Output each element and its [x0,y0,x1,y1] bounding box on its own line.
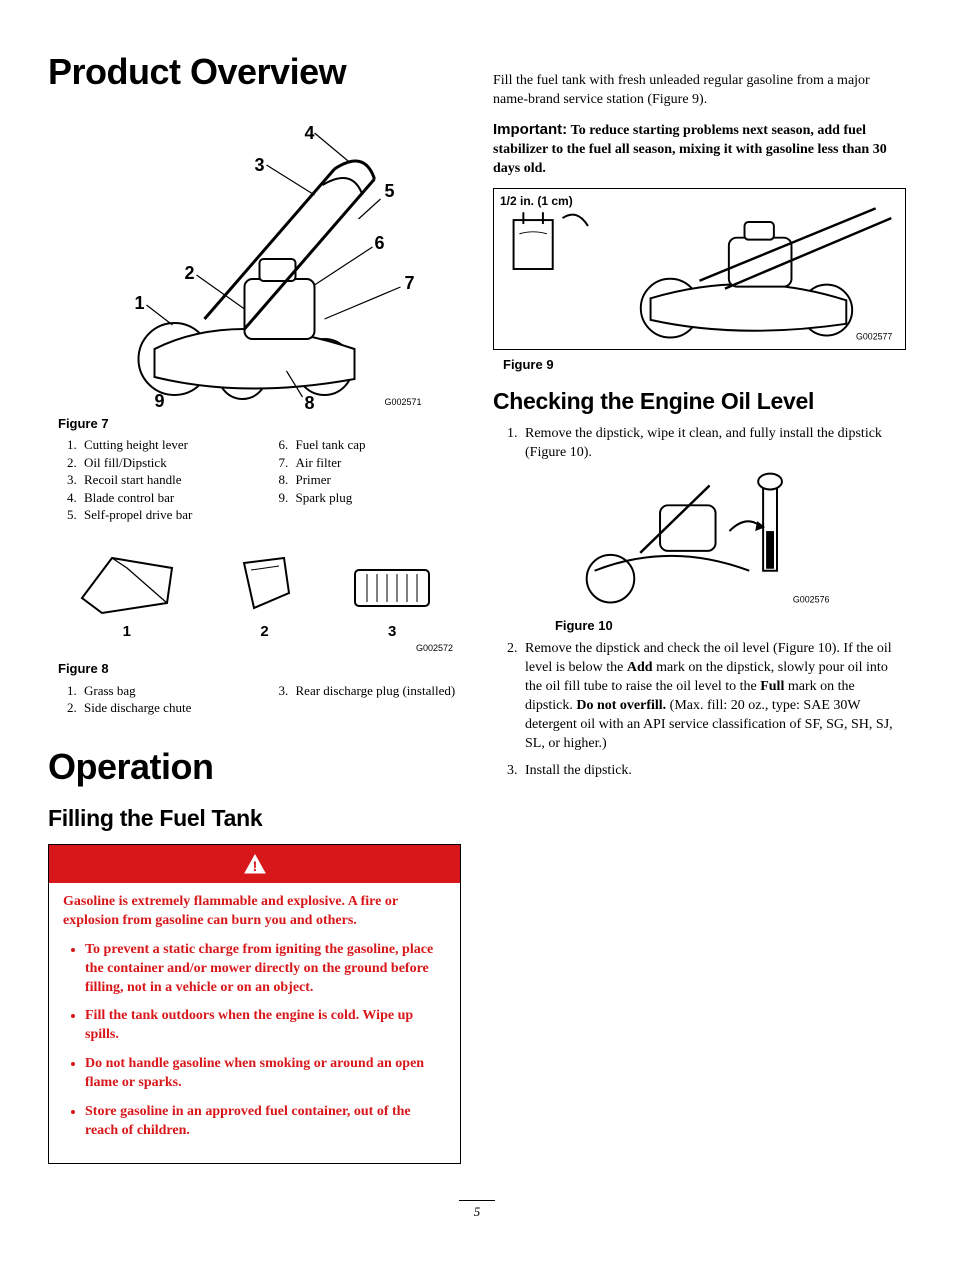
page-columns: Product Overview [48,48,906,1164]
step-1: Remove the dipstick, wipe it clean, and … [521,425,906,463]
important-label: Important: [493,121,567,138]
callout-3: 3 [255,155,265,175]
figure-9-diagram: 1/2 in. (1 cm) G002577 [493,188,906,350]
part-item: Recoil start handle [80,471,250,489]
figure-7-id: G002571 [385,397,422,407]
part-item: Grass bag [80,682,250,700]
warning-bullet: Store gasoline in an approved fuel conta… [85,1103,446,1141]
callout-8: 8 [305,393,315,409]
part-item: Oil fill/Dipstick [80,454,250,472]
figure-8-label: Figure 8 [58,660,461,678]
callout-2: 2 [185,263,195,283]
warning-intro: Gasoline is extremely flammable and expl… [63,893,446,931]
figure-10-diagram: G002576 [551,471,848,611]
part-item: Self-propel drive bar [80,506,250,524]
right-column: Fill the fuel tank with fresh unleaded r… [493,48,906,1164]
acc-num-3: 3 [388,623,396,640]
figure-7-diagram: 1 2 3 4 5 6 7 8 9 [48,109,461,409]
figure-9-id: G002577 [856,332,892,342]
check-oil-heading: Checking the Engine Oil Level [493,386,906,417]
callout-6: 6 [375,233,385,253]
dipstick-illustration: G002576 [551,471,848,611]
callout-7: 7 [405,273,415,293]
step-3: Install the dipstick. [521,762,906,781]
part-item: Primer [292,471,462,489]
figure-8-parts: Grass bag Side discharge chute Rear disc… [62,682,461,717]
warning-triangle-icon: ! [244,854,266,874]
warning-body: Gasoline is extremely flammable and expl… [49,883,460,1163]
fuel-fill-illustration: G002577 [494,189,905,349]
filling-fuel-heading: Filling the Fuel Tank [48,803,461,834]
part-item: Fuel tank cap [292,436,462,454]
oil-steps-list-2: Remove the dipstick and check the oil le… [493,640,906,780]
warning-bullet: Fill the tank outdoors when the engine i… [85,1007,446,1045]
acc-num-2: 2 [260,623,268,640]
oil-steps-list: Remove the dipstick, wipe it clean, and … [493,425,906,463]
left-column: Product Overview [48,48,461,1164]
warning-bullet: Do not handle gasoline when smoking or a… [85,1055,446,1093]
part-item: Rear discharge plug (installed) [292,682,462,700]
figure-7-parts: Cutting height lever Oil fill/Dipstick R… [62,436,461,524]
part-item: Cutting height lever [80,436,250,454]
part-item: Side discharge chute [80,699,250,717]
callout-4: 4 [305,123,315,143]
full-mark: Full [760,679,784,694]
fuel-gap-label: 1/2 in. (1 cm) [500,193,573,209]
figure-7-label: Figure 7 [58,415,461,433]
acc-num-1: 1 [123,623,131,640]
figure-8-id: G002572 [48,642,461,654]
part-item: Blade control bar [80,489,250,507]
svg-text:!: ! [252,858,257,874]
page-number: 5 [459,1200,495,1221]
discharge-plug-icon [347,558,437,618]
side-chute-icon [229,548,299,618]
part-item: Air filter [292,454,462,472]
product-overview-heading: Product Overview [48,48,461,97]
step-2: Remove the dipstick and check the oil le… [521,640,906,753]
figure-10-id: G002576 [793,594,830,604]
figure-9-label: Figure 9 [503,356,906,374]
warning-box: ! Gasoline is extremely flammable and ex… [48,844,461,1163]
mower-illustration: 1 2 3 4 5 6 7 8 9 [48,109,461,409]
overfill-warning: Do not overfill. [576,698,666,713]
part-item: Spark plug [292,489,462,507]
operation-heading: Operation [48,743,461,792]
warning-header: ! [49,845,460,883]
callout-9: 9 [155,391,165,409]
figure-10-label: Figure 10 [555,617,906,635]
figure-8-diagram: 1 2 3 [48,542,461,642]
callout-1: 1 [135,293,145,313]
grass-bag-icon [72,548,182,618]
add-mark: Add [627,660,653,675]
warning-bullet: To prevent a static charge from igniting… [85,941,446,998]
important-paragraph: Important: To reduce starting problems n… [493,120,906,179]
callout-5: 5 [385,181,395,201]
fuel-intro-text: Fill the fuel tank with fresh unleaded r… [493,72,906,110]
